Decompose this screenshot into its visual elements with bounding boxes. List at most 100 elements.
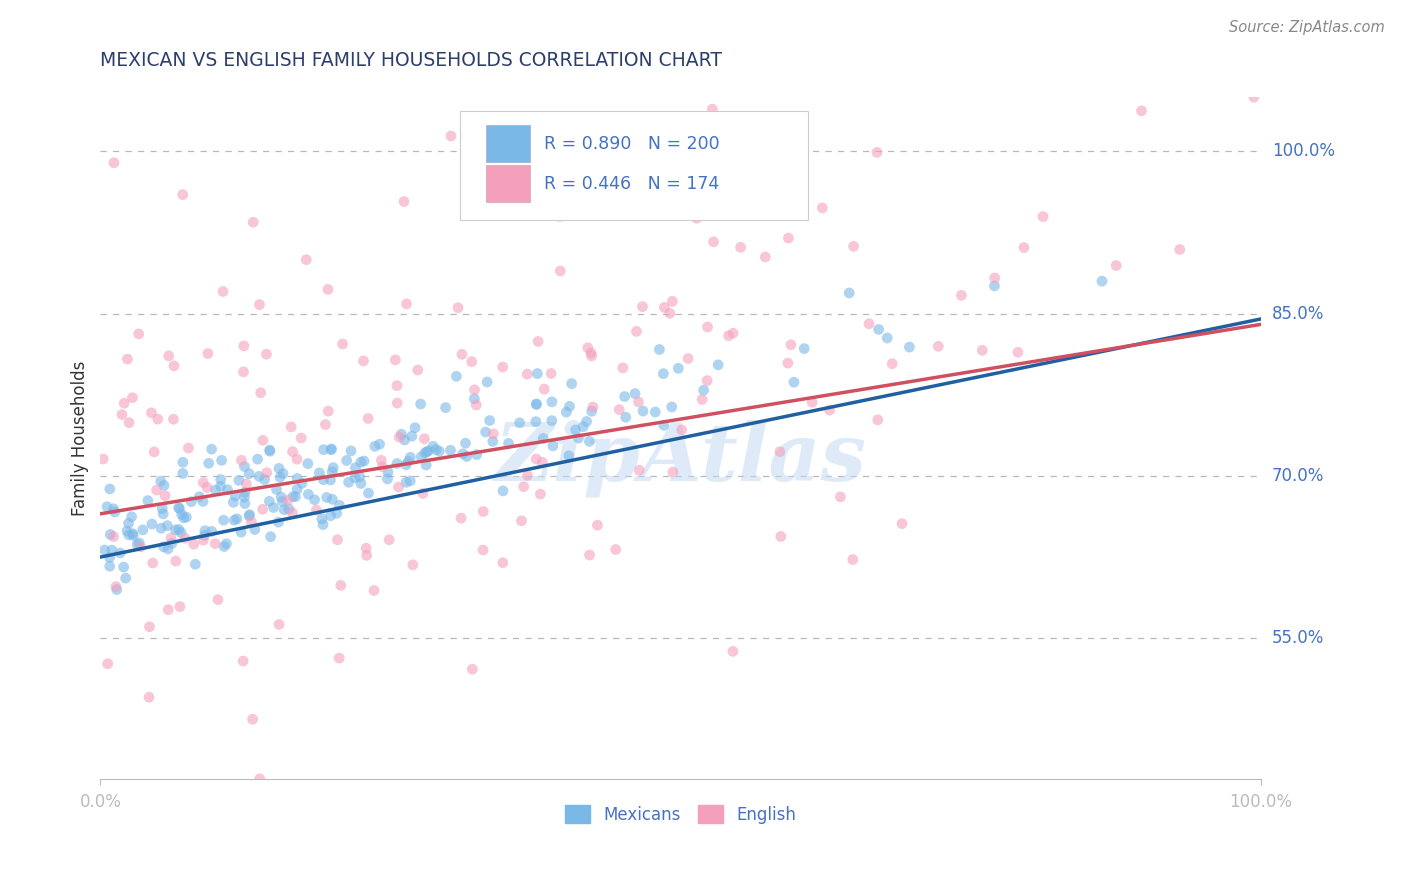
Point (548, 210, 571, 224)
Point (474, 425, 496, 439)
Point (117, 352, 139, 367)
Point (98, 550, 121, 565)
Point (209, 473, 232, 487)
Point (108, 546, 131, 560)
Point (263, 500, 285, 515)
Point (152, 507, 174, 521)
Point (238, 467, 260, 481)
Point (259, 444, 281, 458)
Point (143, 445, 166, 459)
FancyBboxPatch shape (460, 111, 808, 219)
Point (285, 482, 308, 496)
Point (465, 448, 488, 462)
Point (627, 395, 650, 409)
Point (776, 356, 799, 370)
Point (170, 508, 193, 522)
Point (582, 400, 605, 414)
Point (377, 472, 399, 486)
Point (259, 494, 281, 508)
Point (983, 279, 1005, 293)
Point (450, 511, 472, 525)
Point (492, 483, 515, 498)
Point (284, 490, 307, 504)
Point (1130, 103, 1153, 118)
Point (385, 457, 408, 471)
Point (721, 326, 744, 341)
Point (648, 343, 671, 357)
Point (461, 662, 484, 676)
Point (308, 466, 330, 480)
Point (1012, 241, 1035, 255)
Point (631, 404, 654, 418)
Point (411, 450, 433, 464)
Point (115, 524, 138, 538)
Point (247, 469, 270, 483)
Point (98, 559, 121, 574)
Point (540, 414, 562, 428)
Point (702, 102, 724, 116)
Point (235, 477, 257, 491)
Point (285, 471, 308, 485)
Point (246, 452, 269, 467)
Point (356, 549, 378, 563)
Point (830, 490, 852, 504)
Point (392, 194, 415, 209)
Text: MEXICAN VS ENGLISH FAMILY HOUSEHOLDS CORRELATION CHART: MEXICAN VS ENGLISH FAMILY HOUSEHOLDS COR… (100, 51, 723, 70)
Point (273, 502, 295, 516)
Point (413, 432, 436, 446)
Point (456, 450, 478, 464)
Point (516, 367, 538, 381)
Point (451, 347, 474, 361)
Point (226, 512, 249, 526)
Point (243, 523, 266, 537)
Point (354, 541, 377, 556)
Point (207, 592, 229, 607)
Point (103, 155, 125, 169)
Point (579, 346, 602, 360)
Point (558, 400, 581, 414)
Point (389, 427, 412, 442)
Point (97, 657, 120, 671)
Point (167, 523, 190, 537)
Point (321, 492, 343, 507)
Point (717, 328, 740, 343)
Point (104, 580, 127, 594)
Point (280, 420, 302, 434)
Text: 85.0%: 85.0% (1272, 304, 1324, 323)
Point (357, 486, 380, 500)
Point (157, 603, 180, 617)
Point (422, 439, 444, 453)
Point (252, 434, 274, 448)
Point (492, 556, 515, 570)
Point (249, 385, 271, 400)
Point (254, 347, 277, 361)
Point (204, 483, 226, 497)
Point (842, 239, 865, 253)
Point (439, 443, 461, 458)
Point (104, 505, 127, 519)
Point (146, 412, 169, 426)
Point (285, 452, 308, 467)
Point (531, 431, 554, 445)
Point (242, 712, 264, 726)
Point (498, 436, 520, 450)
Point (332, 337, 354, 351)
Point (197, 346, 219, 360)
Point (312, 442, 335, 457)
Point (451, 447, 474, 461)
Point (866, 413, 889, 427)
Point (281, 444, 304, 458)
Point (172, 187, 194, 202)
Point (153, 478, 176, 492)
Point (325, 506, 347, 520)
Point (311, 512, 333, 526)
Point (696, 374, 718, 388)
Point (118, 416, 141, 430)
Point (176, 510, 198, 524)
Point (145, 483, 167, 497)
Point (891, 516, 914, 531)
Point (395, 458, 418, 472)
Point (93, 543, 115, 558)
FancyBboxPatch shape (485, 165, 530, 202)
Point (232, 365, 254, 379)
